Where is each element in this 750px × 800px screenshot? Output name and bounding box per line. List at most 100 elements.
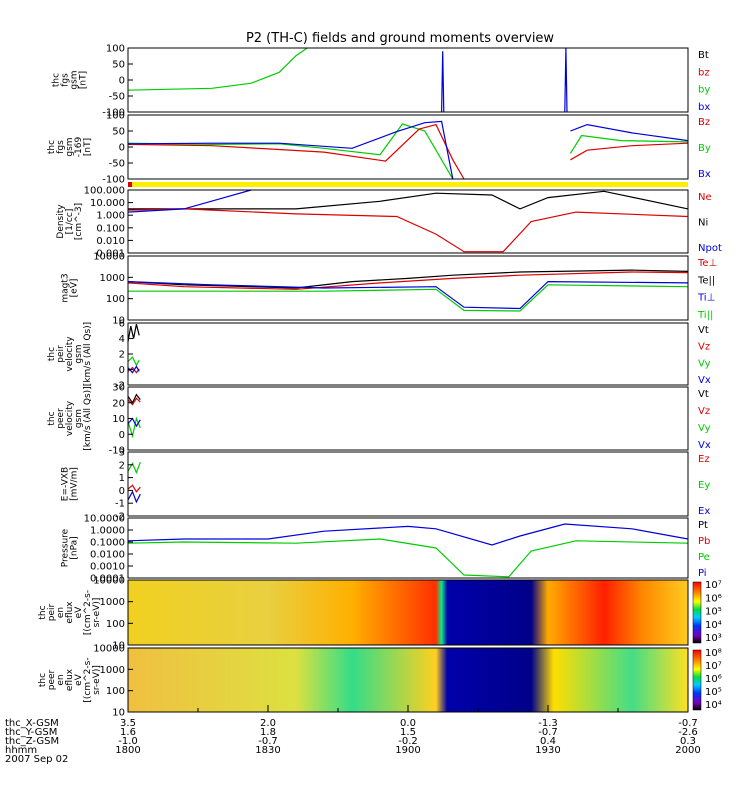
x-tick-label: 1900: [395, 745, 420, 756]
panel-fgl: Bz By Bx 100 50 0 -50 -100 thc fgs gsm -169 [nT]: [47, 111, 711, 186]
y-tick-label: 0: [119, 76, 125, 87]
series-line: [127, 490, 141, 504]
x-tick-label: 1.8: [260, 727, 276, 738]
y-tick-label: 10: [112, 316, 125, 327]
legend-entry: Pb: [698, 536, 710, 547]
series-line: [127, 324, 140, 342]
series-line: [127, 356, 140, 367]
panel-frame: [127, 579, 689, 646]
y-tick-label: 2: [119, 460, 125, 471]
legend-entry: Vy: [698, 423, 711, 434]
y-axis-label: Pressure: [61, 528, 71, 567]
status-bar: [128, 182, 688, 187]
y-tick-label: 100.000: [84, 186, 125, 197]
y-axis-label: E=-VXB: [61, 467, 71, 501]
y-tick-label: 1: [119, 473, 125, 484]
panel-frame: [127, 255, 689, 321]
series-line: [127, 123, 465, 180]
panel-frame: [127, 114, 689, 180]
x-tick-label: 2000: [675, 745, 700, 756]
series-line: [127, 280, 689, 310]
y-tick-label: 0.0001: [90, 574, 125, 585]
y-tick-label: 100: [106, 619, 125, 630]
y-tick-label: 0: [119, 486, 125, 497]
legend-entry: Vx: [698, 440, 711, 451]
panel-peer: Vt Vz Vy Vx 30 20 10 0 -10 thc peer velocity gsm [km/…: [47, 383, 711, 457]
y-tick-label: 1000: [100, 597, 125, 608]
series-line: [127, 484, 141, 493]
series-line: [128, 190, 689, 210]
y-axis-label: velocity: [65, 336, 75, 372]
series-line: [127, 365, 140, 374]
y-axis-label: fgs: [56, 140, 66, 154]
y-axis-label: gsm: [74, 409, 84, 428]
y-tick-label: -2: [115, 512, 125, 523]
legend-entry: Pi: [698, 568, 707, 579]
panel-frame: [127, 517, 689, 579]
x-tick-label: -0.7: [538, 727, 558, 738]
y-axis-label: thc: [47, 347, 57, 361]
y-tick-label: 10: [112, 641, 125, 652]
series-line: [127, 189, 252, 213]
y-axis-label: [nPa]: [70, 536, 80, 559]
y-tick-label: -2: [115, 381, 125, 392]
legend-entry: Bz: [698, 117, 710, 128]
panel-peer_spec: 10⁸ 10⁷ 10⁶ 10⁵ 10⁴ 10000 1000 100 10 thc peer en ef…: [38, 644, 722, 719]
y-axis-label: gsm: [70, 70, 80, 89]
colorbar-label: 10⁵: [705, 687, 722, 698]
panel-peir: Vt Vz Vy Vx 6 4 2 0 -2 thc peir velocity gsm [km/s (A…: [47, 319, 711, 392]
y-axis-label: thc: [47, 411, 57, 425]
y-axis-label: gsm: [74, 344, 84, 363]
y-tick-label: 6: [119, 319, 125, 330]
colorbar-label: 10⁴: [705, 700, 722, 711]
legend-entry: Vx: [698, 375, 711, 386]
series-line: [127, 461, 141, 475]
x-tick-label: 1830: [255, 745, 280, 756]
chart-title: P2 (TH-C) fields and ground moments over…: [246, 31, 554, 46]
y-axis-label: [km/s (All Qs)]: [83, 322, 93, 386]
panel-efield: Ez Ey Ex 32 1 0 -1 -2 E=-VXB [mV/m]: [61, 448, 711, 523]
y-axis-label: [km/s (All Qs)]: [83, 386, 93, 450]
y-axis-label: peer: [47, 669, 57, 690]
y-tick-label: 1000: [100, 273, 125, 284]
series-line: [127, 538, 689, 578]
y-axis-label: en: [56, 607, 66, 618]
y-tick-label: 50: [112, 127, 125, 138]
y-tick-label: 100: [106, 44, 125, 55]
legend-entry: Ez: [698, 454, 710, 465]
legend-entry: Vz: [698, 342, 710, 353]
series-line: [570, 142, 689, 161]
legend-entry: Ey: [698, 480, 710, 491]
y-axis-label: peer: [56, 408, 66, 429]
colorbar-label: 10⁸: [705, 648, 722, 659]
legend-entry: by: [698, 85, 710, 96]
x-tick-label: 1800: [115, 745, 140, 756]
x-tick-label: -0.7: [678, 718, 698, 729]
y-axis-label: thc: [38, 605, 48, 619]
y-tick-label: 10000: [93, 252, 125, 263]
x-tick-label: -0.7: [258, 736, 278, 747]
y-tick-label: 10.0000: [84, 514, 125, 525]
y-tick-label: -50: [109, 159, 125, 170]
legend-entry: Te⊥: [697, 258, 717, 269]
y-tick-label: 2: [119, 350, 125, 361]
colorbar-label: 10⁵: [705, 607, 722, 618]
y-tick-label: 10: [112, 708, 125, 719]
y-axis-label: sr-eV)]: [92, 598, 102, 628]
legend-entry: By: [698, 143, 711, 154]
legend-entry: Ex: [698, 506, 710, 517]
y-tick-label: -10: [109, 446, 125, 457]
x-tick-label: 0.0: [400, 718, 416, 729]
legend-entry: Pt: [698, 520, 708, 531]
series-line: [127, 123, 454, 180]
y-axis-label: fgs: [61, 73, 71, 87]
legend-entry: bz: [698, 67, 710, 78]
y-tick-label: 4: [119, 334, 125, 345]
x-tick-label: 1.6: [120, 727, 136, 738]
y-tick-label: 3: [119, 448, 125, 459]
panel-frame: [127, 322, 689, 386]
x-row-label: thc_Y-GSM: [5, 727, 57, 738]
y-tick-label: 30: [112, 383, 125, 394]
y-axis-label: peir: [56, 345, 66, 363]
panel-frame: [127, 189, 689, 254]
